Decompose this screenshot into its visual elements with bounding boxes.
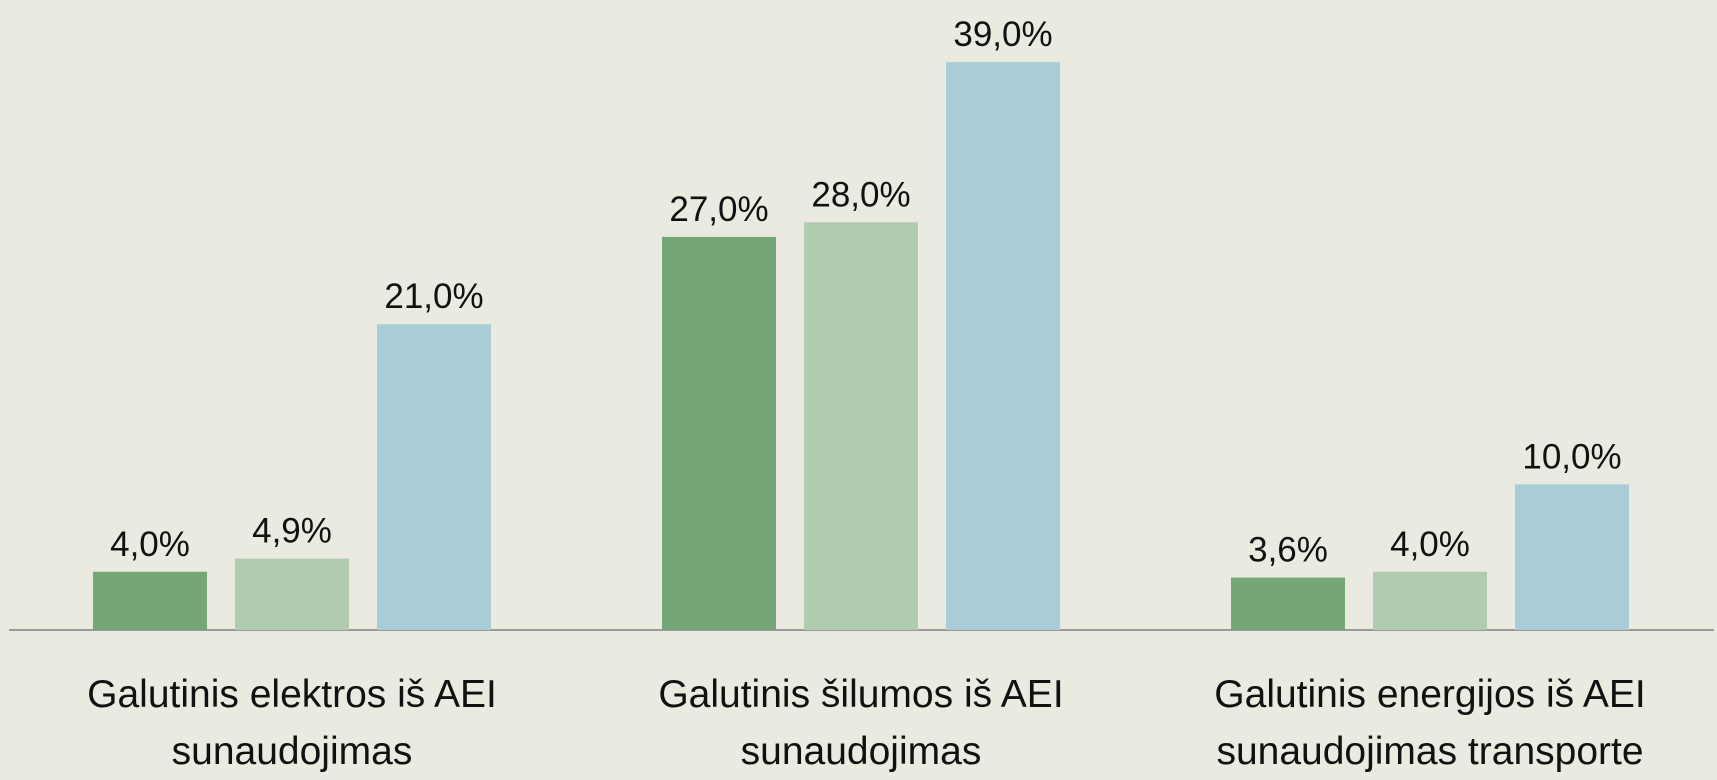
bar — [1231, 577, 1345, 630]
data-label: 10,0% — [1522, 437, 1621, 476]
data-label: 4,0% — [110, 525, 190, 564]
bar — [93, 571, 207, 630]
x-tick-label: Galutinis šilumos iš AEI sunaudojimas — [658, 673, 1064, 773]
bar — [662, 236, 776, 630]
bar — [377, 324, 491, 630]
data-label: 4,0% — [1390, 525, 1470, 564]
bar — [946, 62, 1060, 631]
bar — [804, 222, 918, 630]
data-label: 21,0% — [384, 277, 483, 316]
data-label: 28,0% — [811, 175, 910, 214]
x-tick-label: Galutinis elektros iš AEI sunaudojimas — [87, 673, 497, 773]
data-label: 3,6% — [1248, 531, 1328, 570]
bar — [1515, 484, 1629, 630]
data-label: 4,9% — [252, 512, 332, 551]
bar — [235, 558, 349, 630]
data-label: 27,0% — [669, 190, 768, 229]
bar — [1373, 571, 1487, 630]
data-label: 39,0% — [953, 15, 1052, 54]
x-tick-label: Galutinis energijos iš AEI sunaudojimas … — [1214, 673, 1646, 773]
